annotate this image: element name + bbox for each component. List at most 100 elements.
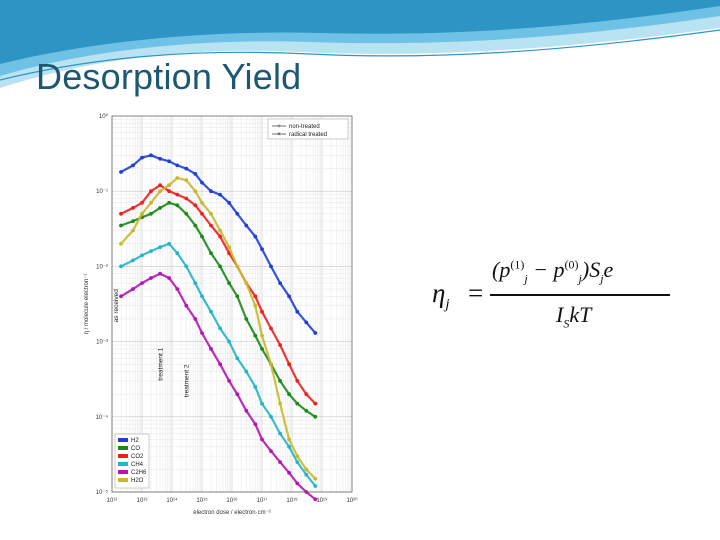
data-point [253,385,258,389]
data-point [313,497,318,502]
data-point [218,228,223,233]
plot-border [111,115,353,493]
series-c2h6 [119,271,318,502]
data-point [149,189,153,194]
data-point [235,211,240,216]
chart-svg: 10¹² 10¹³ 10¹⁴ 10¹⁵ 10¹⁶ 10¹⁷ 10¹⁸ 10¹⁹ 10²⁰ 10⁰ 1… [84,113,358,516]
data-point [140,253,144,258]
swoosh-line [0,29,720,81]
data-point [260,347,264,351]
data-point [313,414,318,419]
data-point [218,264,223,269]
legend-swatch [118,438,128,442]
x-tick-label: 10¹⁸ [286,497,298,504]
data-point [235,264,240,269]
data-point [295,454,300,458]
formula-numerator: (p(1)j − p(0)j)Sje [492,257,614,286]
data-point [140,211,144,216]
data-point [209,251,213,256]
data-point [200,294,204,299]
y-tick-label: 10⁻⁵ [96,489,109,496]
data-point [244,408,249,413]
data-point [167,189,171,194]
marker-legend-box [267,118,349,140]
series-ch4 [119,241,318,488]
data-point [313,401,318,406]
data-point [304,472,309,477]
data-point [295,481,300,486]
data-point [313,476,318,481]
data-point [193,172,198,176]
data-point [200,331,204,335]
data-point [167,200,171,205]
data-point [131,228,135,233]
data-point [140,155,144,160]
data-point [149,211,153,216]
y-axis-title: η / molecule·electron⁻¹ [84,274,90,335]
data-point [260,309,264,314]
y-tick-label: 10⁻³ [96,340,108,346]
data-point [278,343,282,347]
title-swoosh-decoration [0,0,720,88]
data-point [278,281,282,285]
data-point [200,180,204,185]
data-point [227,251,232,256]
data-point [193,223,198,228]
legend-label: CO2 [131,454,144,460]
data-point [269,449,273,453]
formula-lhs: ηj [432,278,450,313]
data-point [218,234,223,239]
data-point [175,176,180,180]
data-point [209,211,213,216]
data-point [287,470,291,475]
y-tick-label: 10⁻⁴ [96,414,109,421]
data-point [253,294,258,299]
data-point [209,347,213,351]
marker-legend: + non-treated × radical treated [267,118,349,140]
data-point [167,159,171,164]
data-point [209,223,213,228]
legend-swatch [118,478,128,482]
data-point [269,264,273,269]
data-point [184,166,189,171]
data-point [244,369,249,374]
marker-legend-symbol: + [277,124,281,130]
series-h2o [119,176,318,481]
data-point [295,309,300,314]
data-point [218,326,223,331]
data-point [244,223,249,228]
data-point [119,241,123,246]
data-point [244,317,249,321]
data-point [218,362,223,367]
data-point [235,392,240,397]
data-point [209,189,213,194]
legend-label: CO [131,446,140,452]
data-point [278,379,282,383]
legend-swatch [118,462,128,466]
x-tick-label: 10¹⁵ [196,497,208,504]
y-tick-label: 10⁰ [99,113,109,120]
data-point [227,245,232,250]
data-point [269,326,273,331]
species-legend: H2 CO CO2 CH4 C2H6 H2O [114,433,150,489]
data-point [253,422,258,426]
data-point [131,206,135,210]
data-point [149,249,153,254]
data-point [167,276,171,280]
data-point [278,460,282,464]
data-point [140,200,144,205]
data-point [295,401,300,406]
data-point [269,414,273,419]
data-point [167,183,171,188]
data-point [304,408,309,413]
x-tick-label: 10¹⁶ [226,497,238,504]
data-point [260,437,264,442]
data-point [175,203,180,208]
slide-title: Desorption Yield [36,56,302,97]
formula-denominator: ISkT [556,302,592,331]
data-point [295,379,300,383]
data-point [313,484,318,488]
data-point [158,183,162,188]
data-point [149,153,153,158]
data-point [227,200,232,205]
